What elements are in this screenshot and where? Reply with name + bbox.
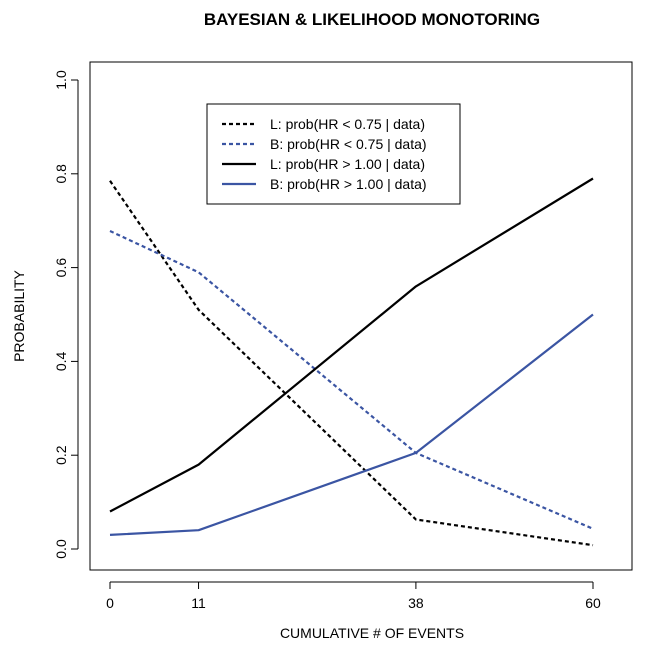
legend-label: B: prob(HR > 1.00 | data) (270, 176, 427, 192)
series-line-4 (109, 313, 594, 536)
x-axis-label: CUMULATIVE # OF EVENTS (280, 625, 464, 641)
y-axis-label: PROBABILITY (11, 269, 27, 361)
legend-label: L: prob(HR > 1.00 | data) (270, 156, 425, 172)
y-tick-label: 0.6 (53, 258, 69, 278)
x-tick-label: 0 (106, 595, 114, 611)
series-line-3 (109, 177, 594, 513)
series-line-1 (109, 180, 594, 547)
plot-frame (89, 61, 633, 571)
y-axis: 0.0 0.2 0.4 0.6 0.8 1.0 (53, 70, 79, 559)
y-tick-label: 0.2 (53, 445, 69, 465)
legend: L: prob(HR < 0.75 | data) B: prob(HR < 0.… (206, 103, 461, 205)
y-tick-label: 0.0 (53, 539, 69, 559)
series-layer (109, 177, 594, 547)
legend-label: L: prob(HR < 0.75 | data) (270, 116, 425, 132)
x-tick-label: 60 (585, 595, 601, 611)
x-axis: 0 11 38 60 (106, 581, 601, 611)
legend-label: B: prob(HR < 0.75 | data) (270, 136, 427, 152)
legend-box (206, 103, 461, 205)
x-tick-label: 38 (408, 595, 424, 611)
y-tick-label: 0.4 (53, 351, 69, 371)
y-tick-label: 0.8 (53, 164, 69, 184)
y-tick-label: 1.0 (53, 70, 69, 90)
series-line-2 (109, 230, 594, 530)
chart-title: BAYESIAN & LIKELIHOOD MONOTORING (204, 10, 540, 29)
x-tick-label: 11 (191, 595, 206, 611)
